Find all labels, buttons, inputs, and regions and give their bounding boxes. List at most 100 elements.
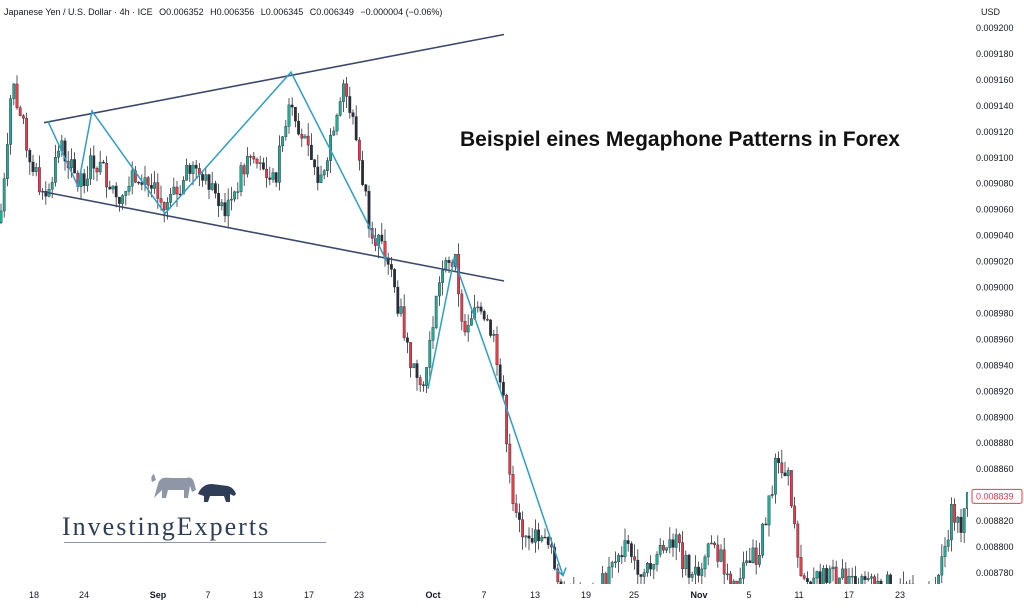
candle-body (690, 573, 694, 578)
megaphone-lower-line[interactable] (41, 190, 505, 282)
candle-body (294, 106, 297, 122)
candle-body (412, 363, 416, 369)
candle-body (694, 566, 697, 575)
time-tick-label: 23 (895, 590, 905, 600)
candle-body (514, 503, 518, 513)
megaphone-upper-line[interactable] (43, 33, 505, 124)
candle-body (576, 603, 578, 604)
price-tick-label: 0.009200 (976, 23, 1014, 33)
time-tick-label: 19 (581, 590, 591, 600)
candle-body (559, 581, 563, 584)
price-tick-label: 0.008860 (976, 464, 1014, 474)
currency-label: USD (981, 7, 1001, 17)
candle-body (73, 159, 77, 174)
candle-body (639, 574, 643, 577)
candle-body (834, 566, 838, 584)
candle-body (44, 190, 48, 197)
candle-body (921, 602, 923, 609)
candle-body (902, 583, 905, 584)
candle-body (831, 566, 835, 570)
high-value: H0.006356 (210, 7, 255, 17)
candle-body (928, 591, 930, 594)
candle-body (793, 505, 797, 525)
candle-body (108, 186, 112, 190)
price-tick-label: 0.009000 (976, 283, 1014, 293)
candle-body (422, 384, 425, 386)
candle-body (31, 161, 35, 172)
logo-underline (64, 542, 326, 543)
candle-body (2, 178, 6, 212)
candle-body (406, 337, 409, 343)
price-tick-label: 0.009180 (976, 49, 1014, 59)
candle-body (722, 549, 726, 575)
candle-body (610, 562, 614, 568)
candle-body (390, 264, 393, 270)
candle-body (415, 363, 419, 378)
candle-body (114, 185, 118, 198)
candle-body (255, 158, 259, 164)
candle-body (649, 563, 653, 570)
candle-body (306, 135, 310, 146)
candle-body (15, 83, 19, 108)
candle-body (265, 168, 268, 179)
candle-body (838, 577, 841, 584)
candle-body (671, 539, 675, 548)
time-tick-label: Sep (150, 590, 167, 600)
time-tick-label: 23 (354, 590, 364, 600)
candle-body (361, 160, 364, 185)
candle-body (69, 159, 73, 169)
candle-body (380, 234, 384, 242)
price-tick-label: 0.009140 (976, 101, 1014, 111)
arrow-head-icon (554, 567, 567, 577)
candle-body (742, 562, 745, 579)
candle-body (101, 161, 105, 164)
candle-body (245, 156, 249, 175)
candle-body (959, 516, 963, 533)
candle-body (946, 539, 950, 547)
candle-body (201, 174, 204, 181)
candle-body (326, 160, 329, 171)
candle-body (662, 544, 665, 551)
price-tick-label: 0.008900 (976, 412, 1014, 422)
candle-body (863, 576, 867, 580)
candle-body (156, 182, 160, 199)
candle-body (274, 172, 278, 183)
price-tick-label: 0.009060 (976, 205, 1014, 215)
candle-body (540, 536, 544, 542)
candle-body (121, 195, 125, 204)
candle-body (162, 202, 166, 210)
candle-body (934, 586, 936, 595)
candle-body (447, 260, 451, 263)
zigzag-pattern-line[interactable] (47, 70, 388, 262)
zigzag-breakdown-line[interactable] (427, 256, 564, 576)
candle-body (498, 364, 502, 383)
candle-body (806, 578, 809, 583)
candle-body (149, 185, 153, 189)
candle-body (764, 523, 768, 526)
candle-body (614, 561, 617, 564)
price-tick-label: 0.008920 (976, 386, 1014, 396)
candle-body (646, 563, 649, 573)
candle-body (460, 293, 464, 322)
time-tick-label: 24 (79, 590, 89, 600)
candle-body (652, 564, 656, 570)
candle-body (210, 183, 214, 190)
candle-body (770, 494, 774, 496)
candle-body (223, 202, 227, 217)
candle-body (268, 177, 272, 180)
price-tick-label: 0.009100 (976, 153, 1014, 163)
candle-body (905, 583, 909, 584)
candle-body (866, 578, 870, 580)
candle-body (703, 556, 707, 570)
candle-body (367, 190, 371, 229)
candle-body (668, 539, 672, 548)
candle-body (441, 270, 444, 283)
price-tick-label: 0.008780 (976, 568, 1014, 578)
candle-body (751, 547, 755, 563)
candle-body (127, 185, 131, 192)
candle-body (697, 566, 701, 576)
candle-body (908, 583, 912, 584)
candle-body (556, 568, 560, 582)
candle-body (511, 474, 515, 504)
